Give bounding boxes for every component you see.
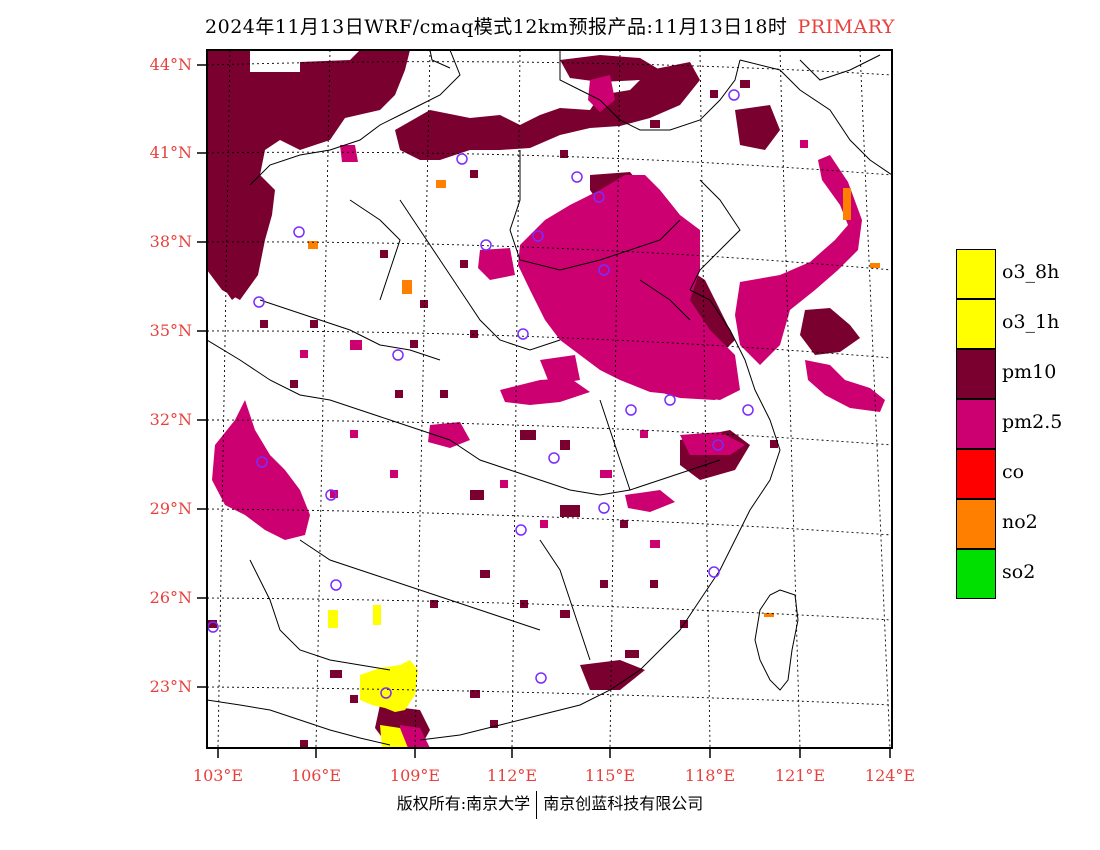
pm25-region	[500, 378, 590, 405]
no2-speck	[870, 263, 880, 268]
pm10-region	[735, 105, 780, 150]
lat-label: 32°N	[149, 410, 192, 429]
title-text: 2024年11月13日WRF/cmaq模式12km预报产品:11月13日18时	[205, 16, 788, 38]
primary-tag: PRIMARY	[797, 16, 895, 38]
o3-region	[373, 605, 381, 625]
legend-swatch	[956, 399, 996, 449]
no2-speck	[843, 188, 851, 220]
pm25-region	[340, 145, 358, 162]
o3-region	[328, 610, 338, 628]
legend-swatch	[956, 549, 996, 599]
copyright-right: 南京创蓝科技有限公司	[543, 794, 704, 813]
pollution-speckles	[207, 80, 808, 748]
legend-label: co	[1002, 461, 1025, 483]
legend-swatch	[956, 299, 996, 349]
pm25-region	[212, 400, 310, 540]
legend-swatch	[956, 449, 996, 499]
boundaries	[207, 50, 892, 746]
pm25-region	[625, 490, 675, 512]
lon-label: 109°E	[389, 766, 441, 785]
legend-swatch	[956, 249, 996, 299]
copyright-footer: 版权所有:南京大学 南京创蓝科技有限公司	[0, 790, 1100, 819]
pm25-region	[540, 355, 580, 385]
legend-label: o3_1h	[1002, 311, 1060, 333]
map-frame	[197, 49, 893, 758]
lon-label: 121°E	[774, 766, 826, 785]
o3-region	[360, 660, 418, 712]
legend-label: o3_8h	[1002, 261, 1060, 283]
o3-region	[380, 725, 408, 748]
no2-speck	[764, 613, 774, 617]
lon-label: 115°E	[584, 766, 636, 785]
lon-label: 103°E	[192, 766, 244, 785]
lat-label: 23°N	[149, 677, 192, 696]
map-title: 2024年11月13日WRF/cmaq模式12km预报产品:11月13日18时 P…	[0, 12, 1100, 39]
legend-swatch	[956, 499, 996, 549]
pm10-region	[395, 62, 700, 160]
lon-label: 112°E	[486, 766, 538, 785]
footer-separator	[536, 790, 538, 819]
pm25-region	[805, 360, 885, 412]
copyright-left: 版权所有:南京大学	[396, 794, 531, 813]
lat-label: 26°N	[149, 588, 192, 607]
legend-label: pm10	[1002, 361, 1057, 383]
lat-label: 41°N	[149, 143, 192, 162]
no2-speck	[436, 180, 446, 188]
no2-speck	[308, 241, 318, 249]
pm25-region	[588, 75, 615, 112]
graticule	[207, 50, 892, 748]
pm25-region	[428, 422, 470, 448]
lon-label: 124°E	[864, 766, 916, 785]
lat-label: 29°N	[149, 499, 192, 518]
pollution-layer	[207, 50, 885, 748]
legend-label: no2	[1002, 511, 1038, 533]
lat-label: 44°N	[149, 55, 192, 74]
pm25-region	[615, 315, 735, 400]
legend-swatch	[956, 349, 996, 399]
lat-label: 38°N	[149, 232, 192, 251]
lon-label: 106°E	[290, 766, 342, 785]
pm10-region	[800, 308, 860, 355]
pm10-region	[207, 190, 270, 300]
pm10-region	[580, 660, 645, 690]
pm25-region	[478, 248, 515, 280]
legend-label: so2	[1002, 561, 1036, 583]
no2-speck	[402, 280, 412, 294]
legend-label: pm2.5	[1002, 411, 1063, 433]
pm25-region	[735, 155, 862, 365]
pm10-region	[560, 55, 660, 82]
lon-label: 118°E	[684, 766, 736, 785]
city-markers	[207, 89, 754, 699]
lat-label: 35°N	[149, 321, 192, 340]
